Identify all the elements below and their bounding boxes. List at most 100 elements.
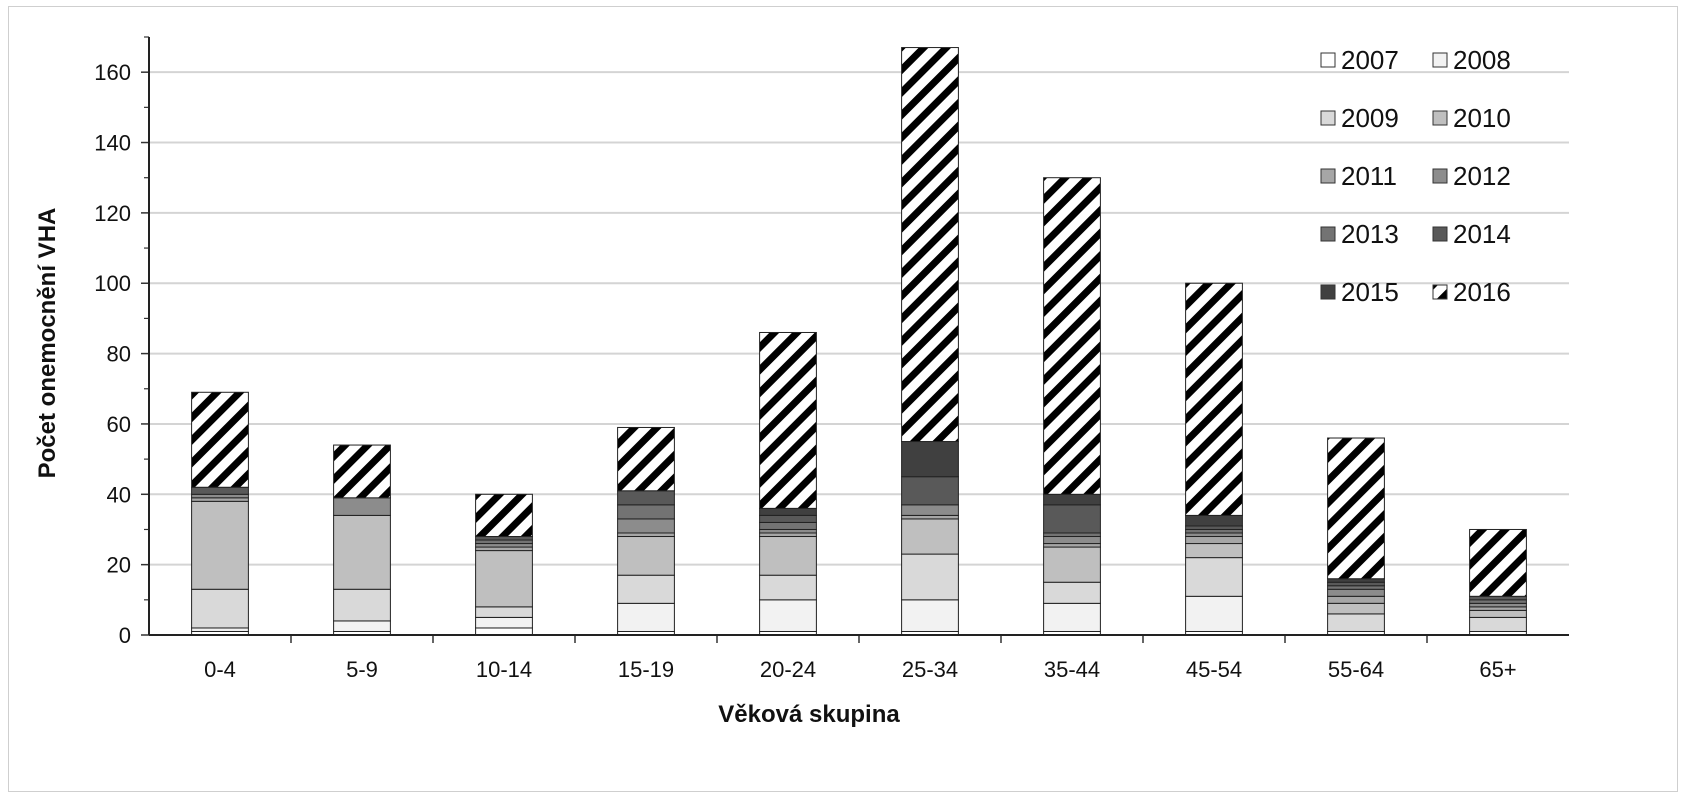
bar-segment-2011-55-64 bbox=[1327, 595, 1385, 604]
y-axis-title: Počet onemocnění VHA bbox=[34, 208, 61, 479]
bar-segment-2016-0-4 bbox=[191, 391, 249, 488]
bar-segment-2014-0-4 bbox=[191, 486, 249, 495]
x-tick-label: 65+ bbox=[1479, 657, 1516, 682]
legend-swatch-2016 bbox=[1432, 284, 1448, 300]
bar-segment-2008-0-4 bbox=[191, 627, 249, 632]
bar-segment-2013-45-54 bbox=[1185, 528, 1243, 534]
bar-segment-2011-15-19 bbox=[617, 532, 675, 538]
bar-segment-2012-35-44 bbox=[1043, 536, 1101, 545]
bar-segment-2014-35-44 bbox=[1043, 504, 1101, 534]
bar-segment-2014-10-14 bbox=[475, 536, 533, 541]
y-tick-label: 0 bbox=[119, 623, 131, 648]
legend-swatch-2008 bbox=[1432, 52, 1448, 68]
bar-segment-2009-20-24 bbox=[759, 574, 817, 601]
legend-label-2007: 2007 bbox=[1341, 45, 1399, 75]
bar-segment-2015-25-34 bbox=[901, 441, 959, 478]
bar-segment-2011-45-54 bbox=[1185, 536, 1243, 545]
bar-segment-2016-65+ bbox=[1469, 528, 1527, 597]
bar-segment-2011-65+ bbox=[1469, 606, 1527, 611]
bar-segment-2009-55-64 bbox=[1327, 613, 1385, 632]
bar-segment-2016-20-24 bbox=[759, 331, 817, 509]
bar-segment-2012-5-9 bbox=[333, 497, 391, 516]
legend-label-2015: 2015 bbox=[1341, 277, 1399, 307]
bar-segment-2016-35-44 bbox=[1043, 177, 1101, 495]
axes bbox=[141, 36, 1569, 643]
bar-segment-2008-20-24 bbox=[759, 599, 817, 632]
bar-segment-2008-25-34 bbox=[901, 599, 959, 632]
bar-segment-2013-10-14 bbox=[475, 539, 533, 545]
bar-segment-2015-45-54 bbox=[1185, 514, 1243, 527]
x-tick-label: 55-64 bbox=[1328, 657, 1384, 682]
x-tick-label: 25-34 bbox=[902, 657, 958, 682]
bar-segment-2016-15-19 bbox=[617, 426, 675, 492]
legend-swatch-2010 bbox=[1432, 110, 1448, 126]
legend-swatch-2012 bbox=[1432, 168, 1448, 184]
bar-segment-2012-55-64 bbox=[1327, 588, 1385, 597]
bar-segment-2016-25-34 bbox=[901, 47, 959, 443]
bar-segment-2011-10-14 bbox=[475, 546, 533, 552]
bar-segment-2009-0-4 bbox=[191, 588, 249, 629]
bar-segment-2010-20-24 bbox=[759, 536, 817, 576]
bar-segment-2011-0-4 bbox=[191, 497, 249, 502]
bar-segment-2010-55-64 bbox=[1327, 602, 1385, 615]
bar-segment-2009-35-44 bbox=[1043, 581, 1101, 604]
x-tick-label: 35-44 bbox=[1044, 657, 1100, 682]
y-tick-label: 140 bbox=[94, 131, 131, 156]
bar-segment-2014-65+ bbox=[1469, 595, 1527, 601]
tick-labels: 0 20 40 60 80 100 120 140 160 0-4 5-9 10-14 15-19 20-… bbox=[94, 60, 1516, 682]
bar-segment-2010-35-44 bbox=[1043, 546, 1101, 583]
bar-segment-2009-45-54 bbox=[1185, 557, 1243, 597]
bar-segment-2009-65+ bbox=[1469, 616, 1527, 632]
bar-segment-2012-65+ bbox=[1469, 602, 1527, 608]
bar-segment-2012-20-24 bbox=[759, 528, 817, 534]
y-tick-label: 160 bbox=[94, 60, 131, 85]
bar-segment-2011-20-24 bbox=[759, 532, 817, 538]
legend-swatch-2015 bbox=[1320, 284, 1336, 300]
bar-segment-2015-35-44 bbox=[1043, 493, 1101, 506]
y-tick-label: 80 bbox=[107, 342, 131, 367]
bar-segment-2010-45-54 bbox=[1185, 543, 1243, 559]
bar-segment-2013-15-19 bbox=[617, 504, 675, 520]
stacked-bar-chart: 0 20 40 60 80 100 120 140 160 0-4 5-9 10-14 15-19 20-… bbox=[34, 36, 1569, 728]
bar-segment-2015-55-64 bbox=[1327, 578, 1385, 583]
bar-segment-2014-20-24 bbox=[759, 514, 817, 523]
legend: 2007 2008 2009 2010 2011 2012 2013 2014 2015 2016 bbox=[1320, 45, 1511, 307]
bar-segment-2008-45-54 bbox=[1185, 595, 1243, 632]
y-tick-label: 40 bbox=[107, 482, 131, 507]
legend-label-2014: 2014 bbox=[1453, 219, 1511, 249]
y-tick-label: 120 bbox=[94, 201, 131, 226]
x-tick-label: 10-14 bbox=[476, 657, 532, 682]
bar-segment-2012-0-4 bbox=[191, 493, 249, 499]
x-tick-label: 5-9 bbox=[346, 657, 378, 682]
legend-label-2010: 2010 bbox=[1453, 103, 1511, 133]
chart-frame: 0 20 40 60 80 100 120 140 160 0-4 5-9 10-14 15-19 20-… bbox=[8, 6, 1678, 792]
y-tick-label: 20 bbox=[107, 553, 131, 578]
legend-label-2008: 2008 bbox=[1453, 45, 1511, 75]
legend-swatch-2013 bbox=[1320, 226, 1336, 242]
x-tick-label: 45-54 bbox=[1186, 657, 1242, 682]
bar-segment-2010-0-4 bbox=[191, 500, 249, 590]
legend-label-2011: 2011 bbox=[1341, 161, 1397, 191]
x-tick-label: 0-4 bbox=[204, 657, 236, 682]
bar-segment-2013-20-24 bbox=[759, 521, 817, 530]
bar-segment-2014-25-34 bbox=[901, 476, 959, 506]
bar-segment-2012-10-14 bbox=[475, 543, 533, 548]
bar-segment-2010-25-34 bbox=[901, 518, 959, 555]
x-axis-title: Věková skupina bbox=[718, 701, 900, 728]
x-tick-label: 20-24 bbox=[760, 657, 816, 682]
legend-swatch-2009 bbox=[1320, 110, 1336, 126]
bar-segment-2016-10-14 bbox=[475, 493, 533, 538]
bar-segment-2010-15-19 bbox=[617, 536, 675, 576]
bar-segment-2014-45-54 bbox=[1185, 525, 1243, 530]
bar-segment-2009-25-34 bbox=[901, 553, 959, 601]
legend-swatch-2011 bbox=[1320, 168, 1336, 184]
bar-segment-2013-55-64 bbox=[1327, 585, 1385, 590]
bar-segment-2016-5-9 bbox=[333, 444, 391, 499]
bar-segment-2013-65+ bbox=[1469, 599, 1527, 604]
bar-segment-2007-10-14 bbox=[475, 627, 533, 636]
legend-label-2012: 2012 bbox=[1453, 161, 1511, 191]
bar-segment-2012-25-34 bbox=[901, 504, 959, 516]
bar-segment-2008-10-14 bbox=[475, 616, 533, 629]
bar-segment-2009-5-9 bbox=[333, 588, 391, 622]
legend-label-2016: 2016 bbox=[1453, 277, 1511, 307]
